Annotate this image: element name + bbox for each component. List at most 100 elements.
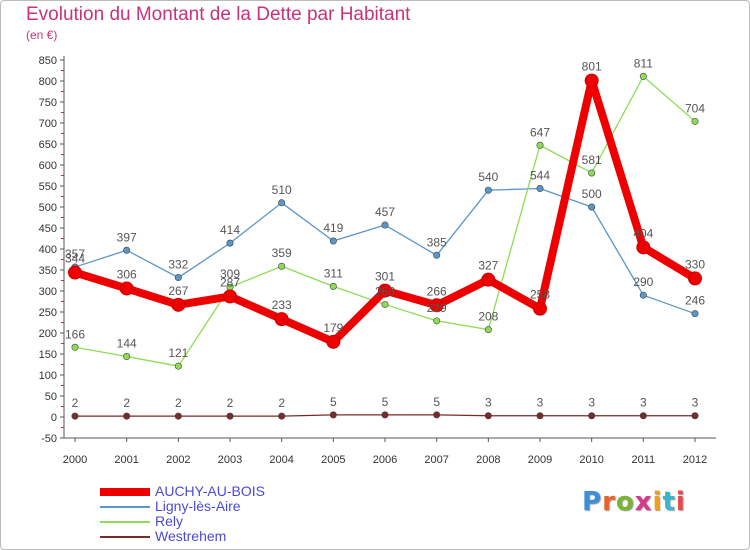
data-point (429, 298, 444, 313)
data-label: 811 (634, 56, 653, 70)
legend-swatch (100, 521, 150, 523)
logo-letter: o (615, 487, 635, 517)
data-point (533, 301, 547, 316)
logo-letter: P (582, 487, 603, 517)
data-point (174, 274, 182, 282)
x-tick-label: 2000 (63, 454, 87, 466)
data-label: 581 (582, 153, 602, 167)
legend-swatch (100, 488, 150, 496)
data-label: 208 (478, 310, 498, 324)
data-label: 266 (427, 284, 447, 298)
data-label: 359 (272, 246, 292, 260)
data-label: 287 (220, 275, 240, 289)
legend-swatch (100, 506, 150, 508)
legend-label: AUCHY-AU-BOIS (155, 483, 265, 499)
y-tick-label: 350 (39, 265, 57, 277)
logo-letter: t (662, 487, 676, 517)
data-point (329, 411, 337, 419)
data-point (174, 412, 182, 420)
data-point (326, 334, 341, 349)
data-point (484, 186, 492, 194)
data-label: 144 (117, 337, 137, 351)
y-tick-label: 750 (39, 97, 57, 109)
data-point (381, 411, 389, 419)
data-label: 268 (375, 284, 395, 298)
y-tick-label: 500 (39, 202, 57, 214)
y-tick-label: 150 (39, 349, 57, 361)
data-label: 306 (117, 267, 137, 281)
data-label: 544 (530, 169, 550, 183)
x-tick-label: 2002 (166, 454, 190, 466)
data-label: 404 (633, 226, 653, 240)
data-point (123, 412, 131, 420)
data-label: 540 (478, 170, 498, 184)
data-label: 121 (168, 346, 188, 360)
y-tick-label: 50 (45, 391, 57, 403)
logo-letter: i (675, 487, 686, 517)
data-point (226, 239, 234, 247)
data-point (536, 185, 544, 193)
proxiti-logo: Proxiti (582, 487, 686, 517)
chart-subtitle: (en €) (26, 28, 58, 42)
data-label: 5 (433, 395, 440, 409)
data-label: 3 (692, 396, 699, 410)
data-label: 510 (272, 183, 292, 197)
data-label: 2 (123, 396, 130, 410)
data-point (329, 282, 337, 290)
data-point (588, 203, 596, 211)
data-label: 309 (220, 267, 240, 281)
y-tick-label: 400 (39, 244, 57, 256)
data-point (123, 246, 131, 254)
x-tick-label: 2007 (424, 454, 448, 466)
data-point (691, 412, 699, 420)
data-point (536, 412, 544, 420)
data-label: 233 (272, 298, 292, 312)
data-point (691, 310, 699, 318)
data-point (691, 117, 699, 125)
logo-letter: i (652, 487, 663, 517)
y-tick-label: 850 (39, 55, 57, 67)
x-tick-label: 2005 (321, 454, 345, 466)
y-tick-label: 200 (39, 328, 57, 340)
data-label: 3 (485, 396, 492, 410)
y-tick-label: -50 (41, 433, 57, 445)
data-label: 327 (478, 259, 498, 273)
data-label: 5 (382, 395, 389, 409)
logo-letter: r (602, 487, 616, 517)
data-label: 246 (685, 294, 705, 308)
legend-label: Rely (155, 513, 184, 529)
data-label: 419 (323, 221, 343, 235)
chart-title: Evolution du Montant de la Dette par Hab… (26, 4, 411, 25)
data-point (588, 412, 596, 420)
data-label: 3 (588, 396, 595, 410)
data-point (433, 411, 441, 419)
data-point (639, 412, 647, 420)
data-label: 801 (582, 60, 602, 74)
data-label: 397 (117, 230, 137, 244)
data-point (329, 237, 337, 245)
x-tick-label: 2004 (269, 454, 293, 466)
data-point (381, 221, 389, 229)
data-label: 330 (685, 257, 705, 271)
data-point (274, 312, 289, 327)
data-label: 457 (375, 205, 395, 219)
data-point (174, 362, 182, 370)
logo-letter: x (634, 487, 653, 517)
data-label: 344 (65, 252, 85, 266)
data-point (433, 251, 441, 259)
data-point (688, 271, 702, 286)
data-point (123, 353, 131, 361)
data-label: 5 (330, 395, 337, 409)
data-label: 179 (323, 321, 343, 335)
data-label: 647 (530, 125, 550, 139)
data-point (484, 326, 492, 334)
data-label: 258 (530, 288, 550, 302)
data-label: 500 (582, 187, 602, 201)
y-tick-label: 250 (39, 307, 57, 319)
data-point (484, 412, 492, 420)
data-point (639, 72, 647, 80)
data-label: 2 (175, 396, 182, 410)
data-label: 3 (537, 396, 544, 410)
x-tick-label: 2010 (579, 454, 603, 466)
